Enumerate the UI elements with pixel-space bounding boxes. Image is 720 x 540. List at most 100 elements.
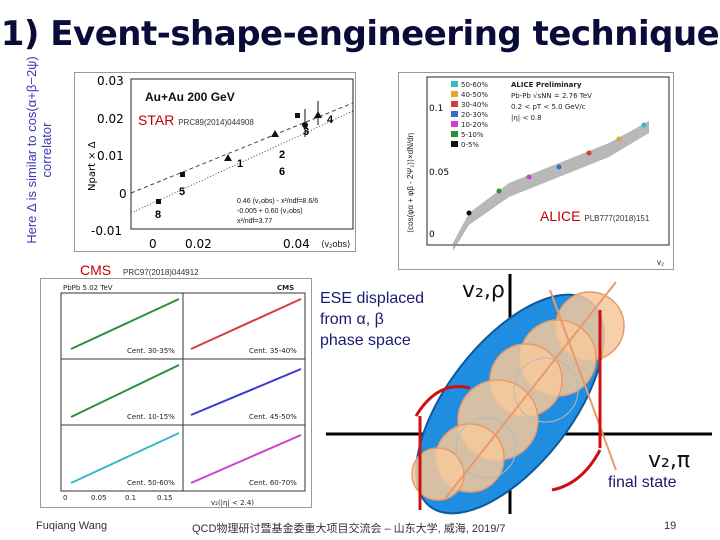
alice-legend-item: 0-5% bbox=[461, 141, 479, 149]
ese-line-1: ESE displaced bbox=[320, 290, 425, 307]
footer-author: Fuqiang Wang bbox=[36, 520, 108, 532]
star-ytick-2: 0.01 bbox=[97, 149, 124, 163]
alice-info-line: 0.2 < pT < 5.0 GeV/c bbox=[511, 103, 586, 111]
star-point-label: 5 bbox=[179, 186, 185, 198]
star-plot-svg: 0.03 0.02 0.01 0 -0.01 0 0.02 0.04 Npart… bbox=[87, 74, 354, 251]
cms-panel-label: Cent. 35-40% bbox=[249, 347, 297, 355]
alice-legend-swatch bbox=[451, 121, 458, 127]
star-ylabel: Npart × Δ bbox=[87, 141, 98, 191]
cms-xlabel: v₂(|η| < 2.4) bbox=[211, 499, 254, 507]
cms-panel-label: Cent. 60-70% bbox=[249, 479, 297, 487]
ese-line-3: phase space bbox=[320, 332, 411, 349]
alice-ylabel: ⟨cos(φα + φβ - 2Ψ₂)⟩×dN/dη bbox=[406, 133, 415, 233]
alice-legend-swatch bbox=[451, 101, 458, 107]
alice-legend-item: 50-60% bbox=[461, 81, 488, 89]
diagram-grey-circles bbox=[455, 357, 579, 479]
alice-plot: ⟨cos(φα + φβ - 2Ψ₂)⟩×dN/dη 0.1 0.05 0 v₂… bbox=[398, 72, 674, 270]
alice-series-points bbox=[466, 122, 647, 216]
alice-plot-svg: ⟨cos(φα + φβ - 2Ψ₂)⟩×dN/dη 0.1 0.05 0 v₂… bbox=[406, 76, 670, 267]
star-point bbox=[224, 154, 232, 161]
alice-legend-swatch bbox=[451, 111, 458, 117]
star-xlabel: ⟨v₂obs⟩ bbox=[321, 239, 351, 249]
v-rho-label: v₂,ρ bbox=[462, 278, 505, 303]
cms-header-right: CMS bbox=[277, 284, 294, 292]
star-points bbox=[156, 111, 322, 204]
diagram-red-arc bbox=[551, 449, 602, 492]
alice-axes-box bbox=[426, 76, 670, 246]
cms-trend-line bbox=[190, 368, 302, 416]
star-xtick-0: 0 bbox=[149, 237, 157, 251]
alice-label: ALICE PLB777(2018)151 bbox=[540, 208, 649, 224]
star-point-label: 8 bbox=[155, 209, 161, 221]
cms-panel-frame bbox=[60, 424, 184, 492]
alice-legend-item: 10-20% bbox=[461, 121, 488, 129]
side-note: Here Δ is similar to cos(α+β−2ψ) correla… bbox=[24, 56, 54, 244]
star-plot: 0.03 0.02 0.01 0 -0.01 0 0.02 0.04 Npart… bbox=[74, 72, 356, 252]
alice-point bbox=[586, 150, 592, 156]
star-point bbox=[295, 113, 300, 118]
alice-legend-swatch bbox=[451, 131, 458, 137]
cms-trend-line bbox=[190, 298, 302, 350]
star-fit-text-2: -0.005 + 0.60 (v₂obs) bbox=[237, 208, 303, 215]
star-ytick-4: -0.01 bbox=[91, 224, 122, 238]
alice-legend-swatch bbox=[451, 91, 458, 97]
cms-panel-label: Cent. 10-15% bbox=[127, 413, 175, 421]
final-state-label: final state bbox=[608, 474, 677, 491]
alice-ref: PLB777(2018)151 bbox=[584, 214, 650, 223]
cms-panel-label: Cent. 50-60% bbox=[127, 479, 175, 487]
cms-xtick: 0.15 bbox=[157, 494, 173, 502]
alice-legend-item: 5-10% bbox=[461, 131, 484, 139]
cms-xtick: 0.1 bbox=[125, 494, 136, 502]
diagram-diagonal-line bbox=[443, 281, 617, 501]
alice-info-line: Pb-Pb √sNN = 2.76 TeV bbox=[511, 92, 592, 100]
star-ytick-1: 0.02 bbox=[97, 112, 124, 126]
star-point-label: 1 bbox=[237, 158, 243, 170]
cms-header: PbPb 5.02 TeV bbox=[63, 284, 113, 292]
alice-legend-item: 20-30% bbox=[461, 111, 488, 119]
alice-point bbox=[616, 136, 622, 142]
footer-event: QCD物理研讨暨基金委重大项目交流会 – 山东大学, 威海, 2019/7 bbox=[192, 523, 506, 535]
alice-point bbox=[526, 174, 532, 180]
alice-legend: 50-60% 40-50% 30-40% 20-30% 10-20% 5-10%… bbox=[451, 81, 488, 149]
cms-label: CMS PRC97(2018)044912 bbox=[80, 262, 199, 278]
alice-legend-item: 30-40% bbox=[461, 101, 488, 109]
diagram-red-arc bbox=[414, 385, 471, 417]
alice-ytick-2: 0 bbox=[429, 230, 435, 240]
alice-ytick-1: 0.05 bbox=[429, 168, 449, 178]
alice-point bbox=[466, 210, 472, 216]
cms-plot-svg: PbPb 5.02 TeV CMS Cent. 30-35% Cent. 35-… bbox=[60, 284, 306, 507]
ese-description: ESE displaced from α, β phase space bbox=[320, 288, 424, 351]
ese-diagram bbox=[326, 274, 712, 515]
ese-line-2: from α, β bbox=[320, 311, 384, 328]
star-xtick-2: 0.04 bbox=[283, 237, 310, 251]
cms-xtick: 0.05 bbox=[91, 494, 107, 502]
page-title: 1) Event-shape-engineering technique bbox=[0, 14, 720, 54]
cms-trend-line bbox=[70, 364, 180, 418]
star-point bbox=[156, 199, 161, 204]
star-ytick-0: 0.03 bbox=[97, 74, 124, 88]
cms-panel-label: Cent. 30-35% bbox=[127, 347, 175, 355]
cms-trend-line bbox=[190, 434, 302, 484]
alice-label-text: ALICE bbox=[540, 208, 581, 224]
star-axes-box bbox=[130, 78, 354, 230]
cms-trend-line bbox=[70, 432, 180, 484]
alice-point bbox=[496, 188, 502, 194]
alice-data-band bbox=[453, 121, 649, 251]
star-ytick-3: 0 bbox=[119, 187, 127, 201]
diagram-grey-circle bbox=[513, 357, 579, 423]
star-label-text: STAR bbox=[138, 112, 175, 128]
alice-point bbox=[641, 122, 647, 128]
star-point-label: 3 bbox=[303, 126, 309, 138]
star-point bbox=[271, 130, 279, 137]
alice-point bbox=[556, 164, 562, 170]
cms-trend-line bbox=[70, 298, 180, 350]
star-fit-text-1: 0.46 (v₂obs) - x²/ndf=8.6/6 bbox=[237, 198, 318, 205]
alice-info-line: ALICE Preliminary bbox=[511, 81, 582, 89]
alice-legend-swatch bbox=[451, 141, 458, 147]
cms-panel-label: Cent. 45-50% bbox=[249, 413, 297, 421]
star-inner-title: Au+Au 200 GeV bbox=[145, 90, 235, 104]
star-point bbox=[180, 172, 185, 177]
star-ref: PRC89(2014)044908 bbox=[178, 118, 254, 127]
cms-panel-frame bbox=[182, 424, 306, 492]
star-fit-text-3: x²/ndf=3.77 bbox=[237, 218, 272, 225]
